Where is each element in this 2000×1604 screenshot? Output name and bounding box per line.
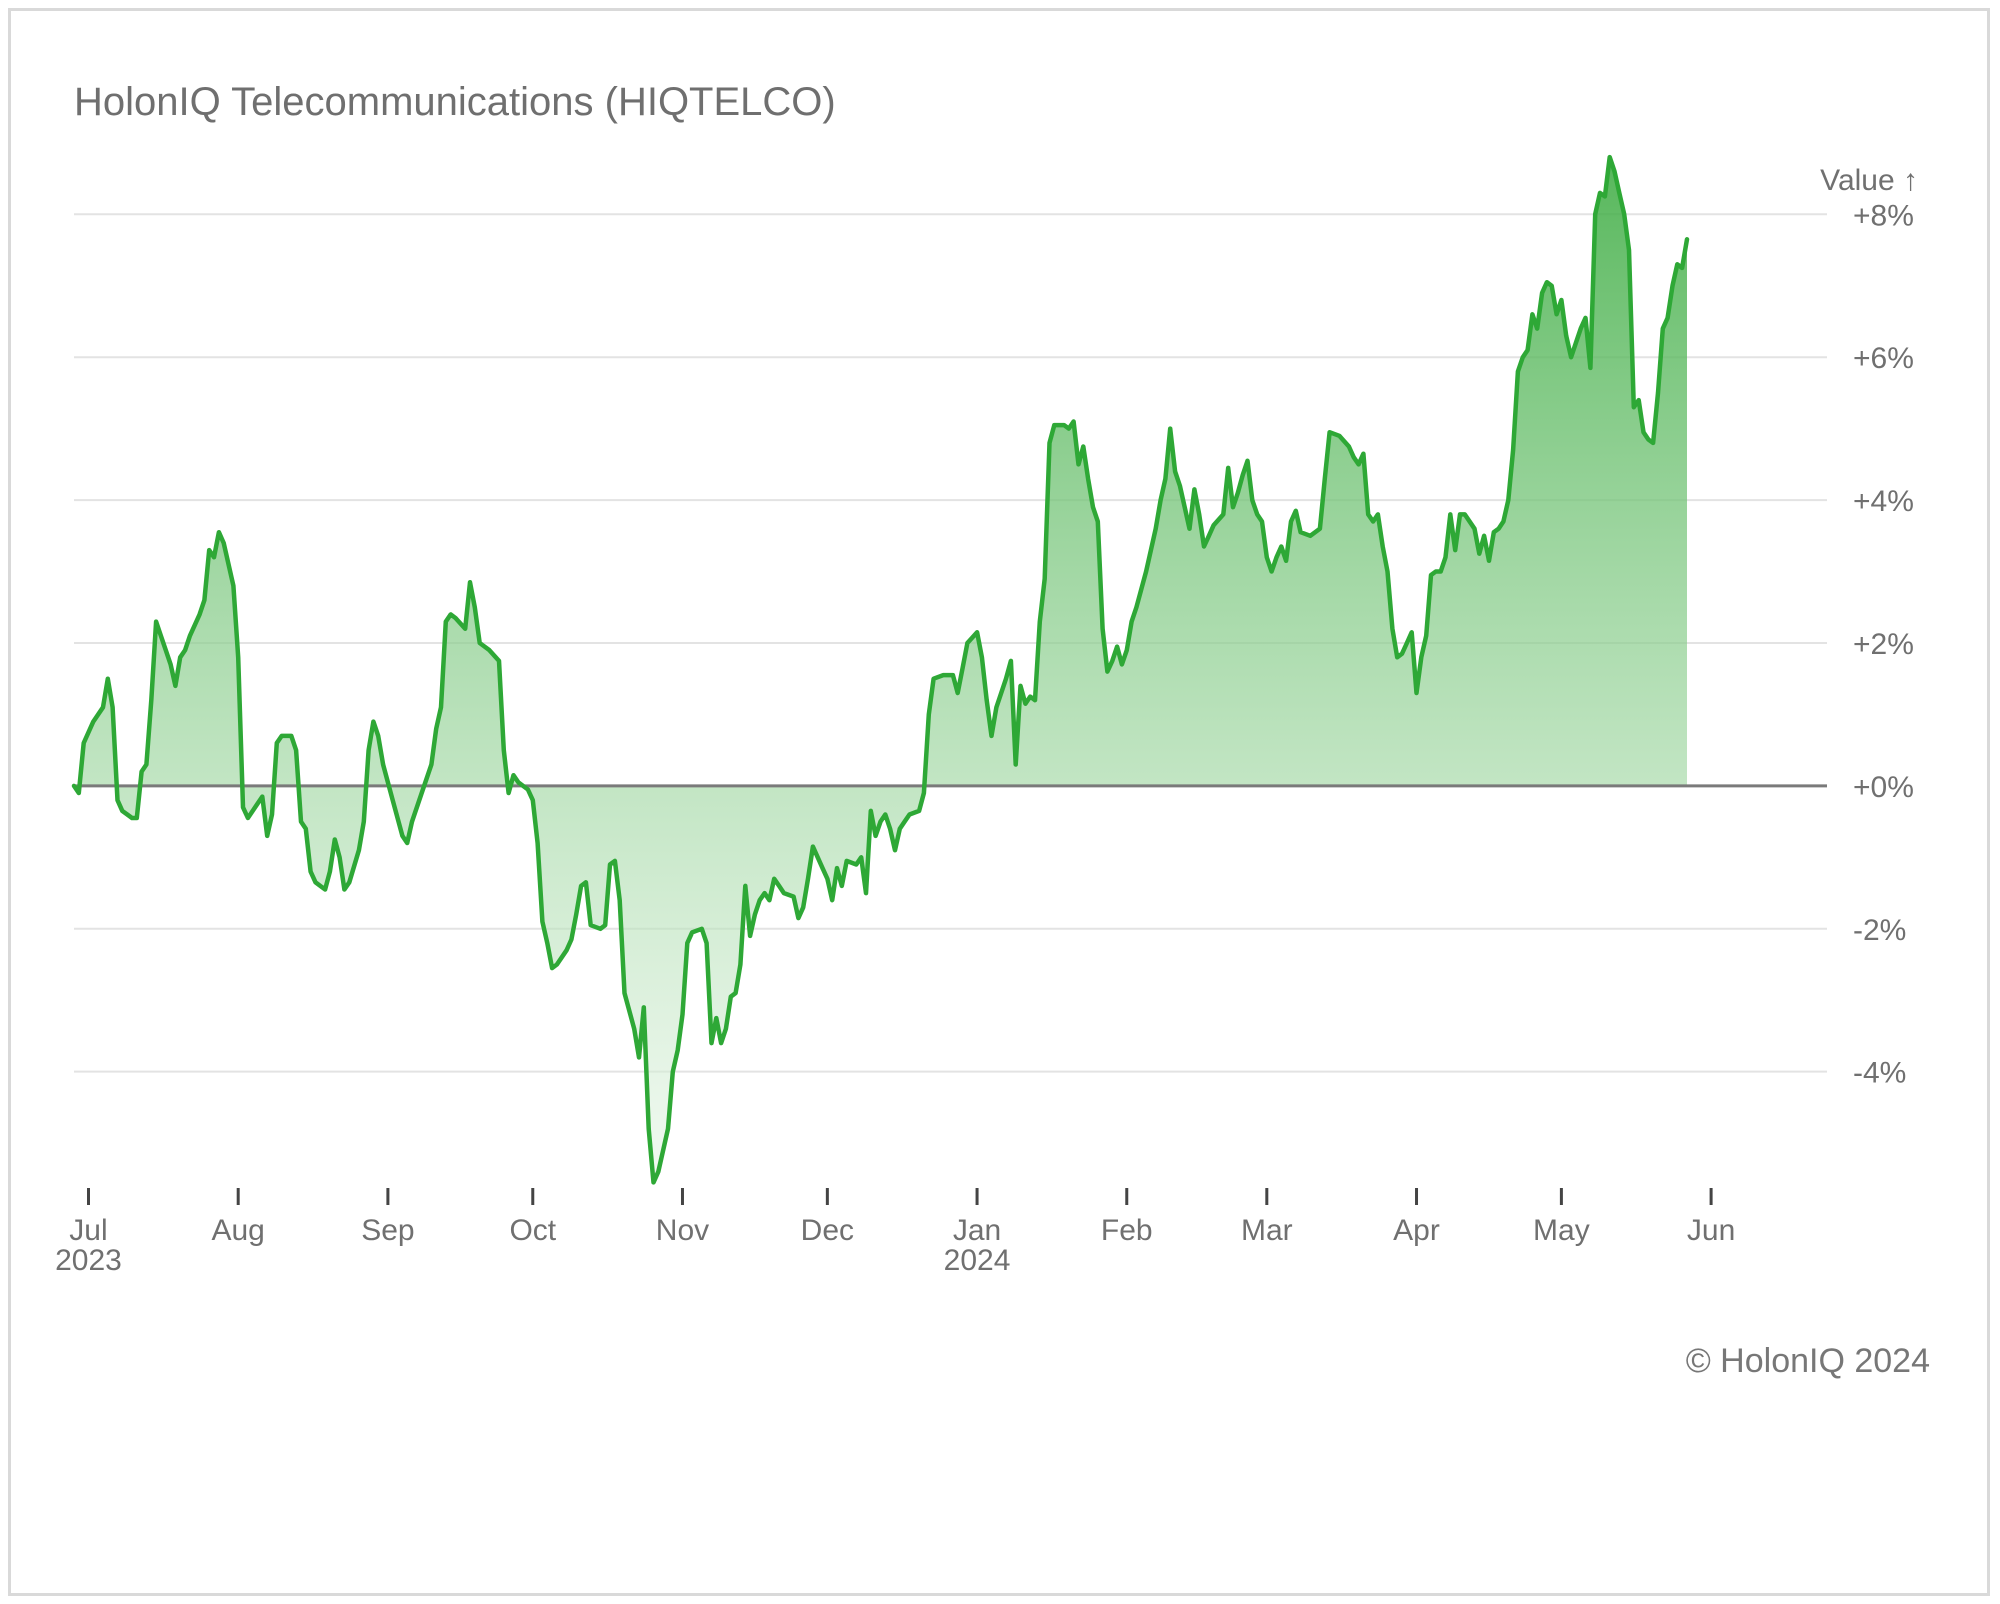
series-area <box>74 157 1687 1183</box>
x-tick-label: Nov <box>656 1214 709 1247</box>
series-line-path <box>71 154 1690 1185</box>
y-tick-label: +2% <box>1853 628 1914 661</box>
y-tick-label: -2% <box>1853 914 1906 947</box>
x-tick-year-label: 2023 <box>55 1244 122 1277</box>
copyright-text: © HolonIQ 2024 <box>1685 1342 1930 1380</box>
x-tick-label: Feb <box>1101 1214 1153 1247</box>
x-tick-label: Aug <box>211 1214 264 1247</box>
y-tick-label: +4% <box>1853 485 1914 518</box>
x-tick-label: Jun <box>1687 1214 1735 1247</box>
y-tick-label: -4% <box>1853 1057 1906 1090</box>
y-tick-label: +0% <box>1853 771 1914 804</box>
x-tick-label: Jan <box>953 1214 1001 1247</box>
y-axis-label: Value ↑ <box>1820 164 1918 197</box>
y-tick-label: +8% <box>1853 199 1914 232</box>
x-tick-year-label: 2024 <box>944 1244 1011 1277</box>
x-tick-label: Sep <box>361 1214 414 1247</box>
x-tick-label: Apr <box>1393 1214 1440 1247</box>
x-tick-label: Dec <box>801 1214 854 1247</box>
area-fill <box>74 157 1687 1183</box>
chart-title: HolonIQ Telecommunications (HIQTELCO) <box>74 80 836 124</box>
y-tick-label: +6% <box>1853 342 1914 375</box>
series-line <box>71 154 1690 1185</box>
x-tick-label: Mar <box>1241 1214 1293 1247</box>
y-axis: +8% +6% +4% +2% +0% -2% -4% Value ↑ <box>1820 164 1918 1090</box>
x-tick-label: Jul <box>69 1214 107 1247</box>
x-tick-label: May <box>1533 1214 1590 1247</box>
x-tick-label: Oct <box>509 1214 556 1247</box>
